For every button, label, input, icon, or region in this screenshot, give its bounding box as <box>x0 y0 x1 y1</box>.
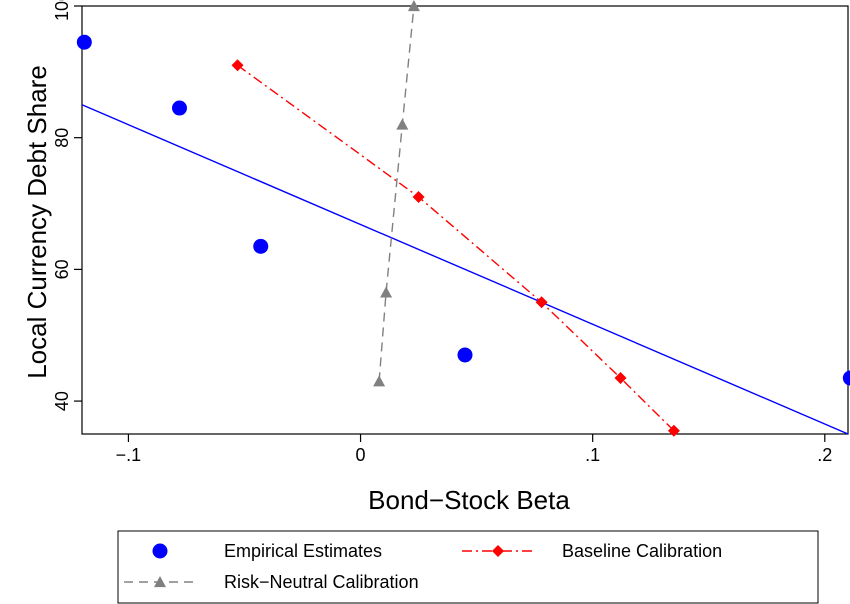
data-point <box>171 100 187 116</box>
x-tick-label: 0 <box>356 445 366 465</box>
legend-marker <box>492 545 504 557</box>
series-marker <box>412 190 425 203</box>
y-axis: 40 60 80 100 <box>52 0 82 411</box>
plot-marks <box>76 0 850 437</box>
series-marker <box>231 59 244 72</box>
data-point <box>842 370 850 386</box>
y-tick-label: 40 <box>52 391 72 411</box>
y-axis-title: Local Currency Debt Share <box>22 65 52 379</box>
series-marker <box>396 118 409 130</box>
legend-label: Risk−Neutral Calibration <box>224 572 419 592</box>
series-marker <box>373 375 386 387</box>
series-marker <box>407 0 420 12</box>
series-line <box>378 5 415 382</box>
y-tick-label: 60 <box>52 259 72 279</box>
data-point <box>457 347 473 363</box>
legend-marker <box>154 576 166 588</box>
fitted-line <box>81 104 849 435</box>
legend-box <box>117 530 819 604</box>
data-point <box>253 238 269 254</box>
data-point <box>76 34 92 50</box>
x-axis: −.1 0 .1 .2 <box>116 434 832 465</box>
legend-marker <box>152 543 168 559</box>
y-tick-label: 100 <box>52 0 72 21</box>
legend: Empirical Estimates Baseline Calibration R… <box>117 530 819 604</box>
x-tick-label: .1 <box>585 445 600 465</box>
series-marker <box>614 372 627 385</box>
series-marker <box>535 296 548 309</box>
legend-label: Baseline Calibration <box>562 541 722 561</box>
x-tick-label: .2 <box>817 445 832 465</box>
x-tick-label: −.1 <box>116 445 142 465</box>
series-marker <box>380 286 393 298</box>
x-axis-title: Bond−Stock Beta <box>368 485 570 515</box>
plot-area-border <box>81 5 849 435</box>
legend-label: Empirical Estimates <box>224 541 382 561</box>
y-tick-label: 80 <box>52 128 72 148</box>
series-marker <box>667 424 680 437</box>
